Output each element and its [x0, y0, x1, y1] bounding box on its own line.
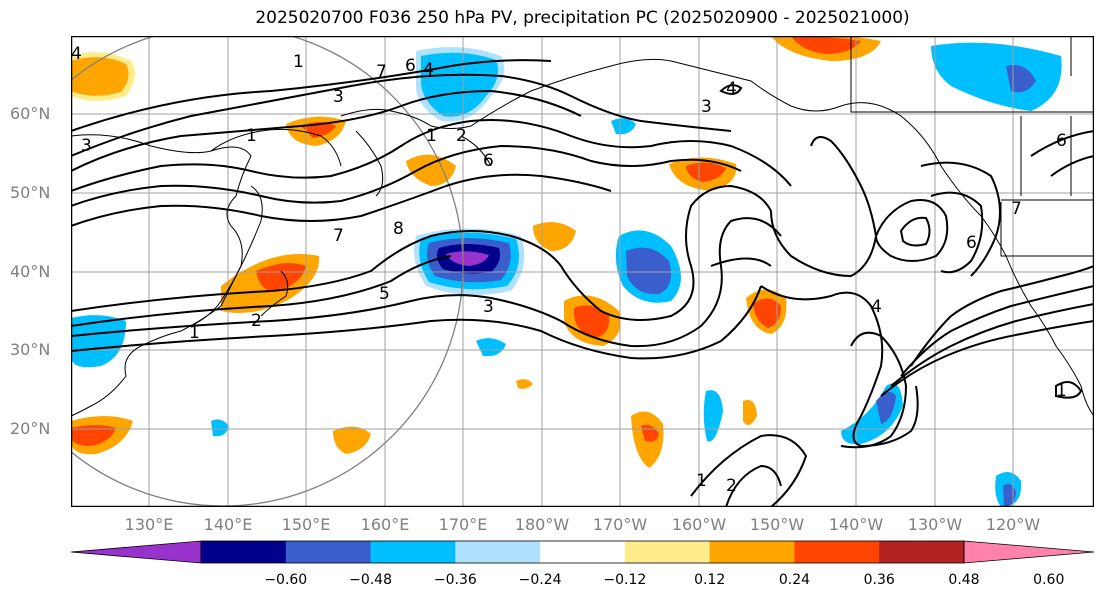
contour-label: 1 [696, 471, 707, 491]
contour-label: 1 [246, 126, 257, 146]
map-canvas: 1 3 4 6 7 3 4 1 3 1 2 6 7 8 5 3 2 1 4 6 … [71, 36, 1094, 507]
lon-label: 130°W [907, 515, 963, 534]
colorbar-tick-label: −0.48 [349, 572, 392, 588]
contour-label: 7 [1011, 199, 1022, 219]
colorbar-cell [285, 541, 372, 563]
pv-contours [71, 59, 1094, 507]
precip-positive-area [533, 222, 576, 251]
precip-positive-area [791, 36, 861, 54]
precip-negative-area [71, 315, 126, 368]
lat-label: 40°N [10, 262, 51, 281]
colorbar-cell [879, 541, 965, 563]
colorbar-tick-label: −0.12 [603, 572, 647, 588]
precip-positive-area [686, 162, 726, 182]
precip-positive-area [256, 262, 306, 292]
contour-label: 2 [251, 311, 262, 331]
contour-label: 3 [333, 87, 344, 107]
precip-positive-area [516, 379, 533, 389]
contour-label: 3 [81, 136, 92, 156]
lon-label: 160°E [360, 515, 410, 534]
contour-label: 4 [726, 79, 737, 99]
contour-label: 8 [393, 219, 404, 239]
colorbar-cell [540, 541, 626, 563]
lon-label: 180°W [514, 515, 570, 534]
precip-positive-area [743, 400, 757, 425]
colorbar-tick-label: −0.36 [433, 572, 477, 588]
contour-label: 4 [871, 297, 882, 317]
precip-positive-area [71, 57, 129, 96]
colorbar-cell [201, 541, 287, 563]
lon-label: 120°W [985, 515, 1041, 534]
lon-label: 140°W [828, 515, 884, 534]
map-panel: 1 3 4 6 7 3 4 1 3 1 2 6 7 8 5 3 2 1 4 6 … [71, 36, 1094, 507]
precip-negative-area [476, 338, 506, 357]
lat-label: 60°N [10, 104, 51, 123]
contour-label: 2 [726, 476, 737, 496]
precip-negative-area [211, 419, 229, 437]
colorbar-min-extension [71, 540, 202, 564]
colorbar-tick-label: −0.60 [264, 572, 308, 588]
colorbar-cell [624, 541, 711, 563]
contour-label: 6 [966, 233, 977, 253]
colorbar [71, 540, 1094, 564]
precip-negative-area [611, 118, 636, 135]
contour-label: 3 [701, 97, 712, 117]
map-title: 2025020700 F036 250 hPa PV, precipitatio… [255, 8, 910, 28]
precip-negative-area [876, 392, 896, 424]
lon-label: 150°W [749, 515, 805, 534]
precip-positive-area [71, 425, 116, 446]
colorbar-tick-label: 0.36 [863, 572, 895, 588]
precip-positive-area [574, 305, 610, 338]
colorbar-cell [709, 541, 795, 563]
colorbar-cell [370, 541, 456, 563]
precip-positive-area [333, 426, 371, 454]
contour-label: 1 [426, 126, 437, 146]
colorbar-cell [794, 541, 880, 563]
graticule [71, 36, 1094, 507]
lat-label: 30°N [10, 340, 51, 359]
colorbar-tick-label: 0.24 [778, 572, 811, 588]
precip-positive-area [406, 154, 456, 186]
lon-label: 160°W [671, 515, 727, 534]
colorbar-frame [200, 540, 965, 564]
contour-label: 2 [456, 126, 467, 146]
contour-label: 7 [376, 62, 387, 82]
colorbar-tick-label: −0.24 [518, 572, 562, 588]
contour-label: 4 [423, 60, 434, 80]
contour-label: 4 [71, 44, 82, 64]
lon-label: 140°E [203, 515, 253, 534]
contour-label: 3 [483, 297, 494, 317]
precip-negative-area [931, 42, 1062, 111]
contour-label: 6 [405, 56, 416, 76]
lon-label: 170°W [592, 515, 648, 534]
contour-label-group: 1 3 4 6 7 3 4 1 3 1 2 6 7 8 5 3 2 1 4 6 … [71, 44, 1067, 496]
contour-label: 1 [293, 52, 304, 72]
precip-negative-area [446, 251, 489, 266]
precip-negative-area [703, 390, 723, 442]
colorbar-cell [455, 541, 541, 563]
contour-label: 1 [189, 323, 200, 343]
colorbar-max-extension [963, 540, 1094, 564]
colorbar-tick-label: 0.60 [1033, 572, 1065, 588]
contour-label: 6 [483, 151, 494, 171]
contour-label: 5 [379, 284, 390, 304]
contour-label: 6 [1056, 131, 1067, 151]
lon-label: 130°E [124, 515, 174, 534]
contour-label: 7 [333, 226, 344, 246]
lon-label: 170°E [438, 515, 488, 534]
precip-positive-area [753, 298, 781, 328]
colorbar-tick-label: 0.48 [948, 572, 980, 588]
lon-label: 150°E [281, 515, 331, 534]
contour-label: 1 [1056, 381, 1067, 401]
lat-label: 20°N [10, 419, 51, 438]
lat-label: 50°N [10, 183, 51, 202]
precip-negative-area [626, 247, 672, 295]
precip-anomaly-fills [71, 36, 1062, 507]
map-frame [71, 36, 1094, 507]
colorbar-tick-label: 0.12 [694, 572, 726, 588]
